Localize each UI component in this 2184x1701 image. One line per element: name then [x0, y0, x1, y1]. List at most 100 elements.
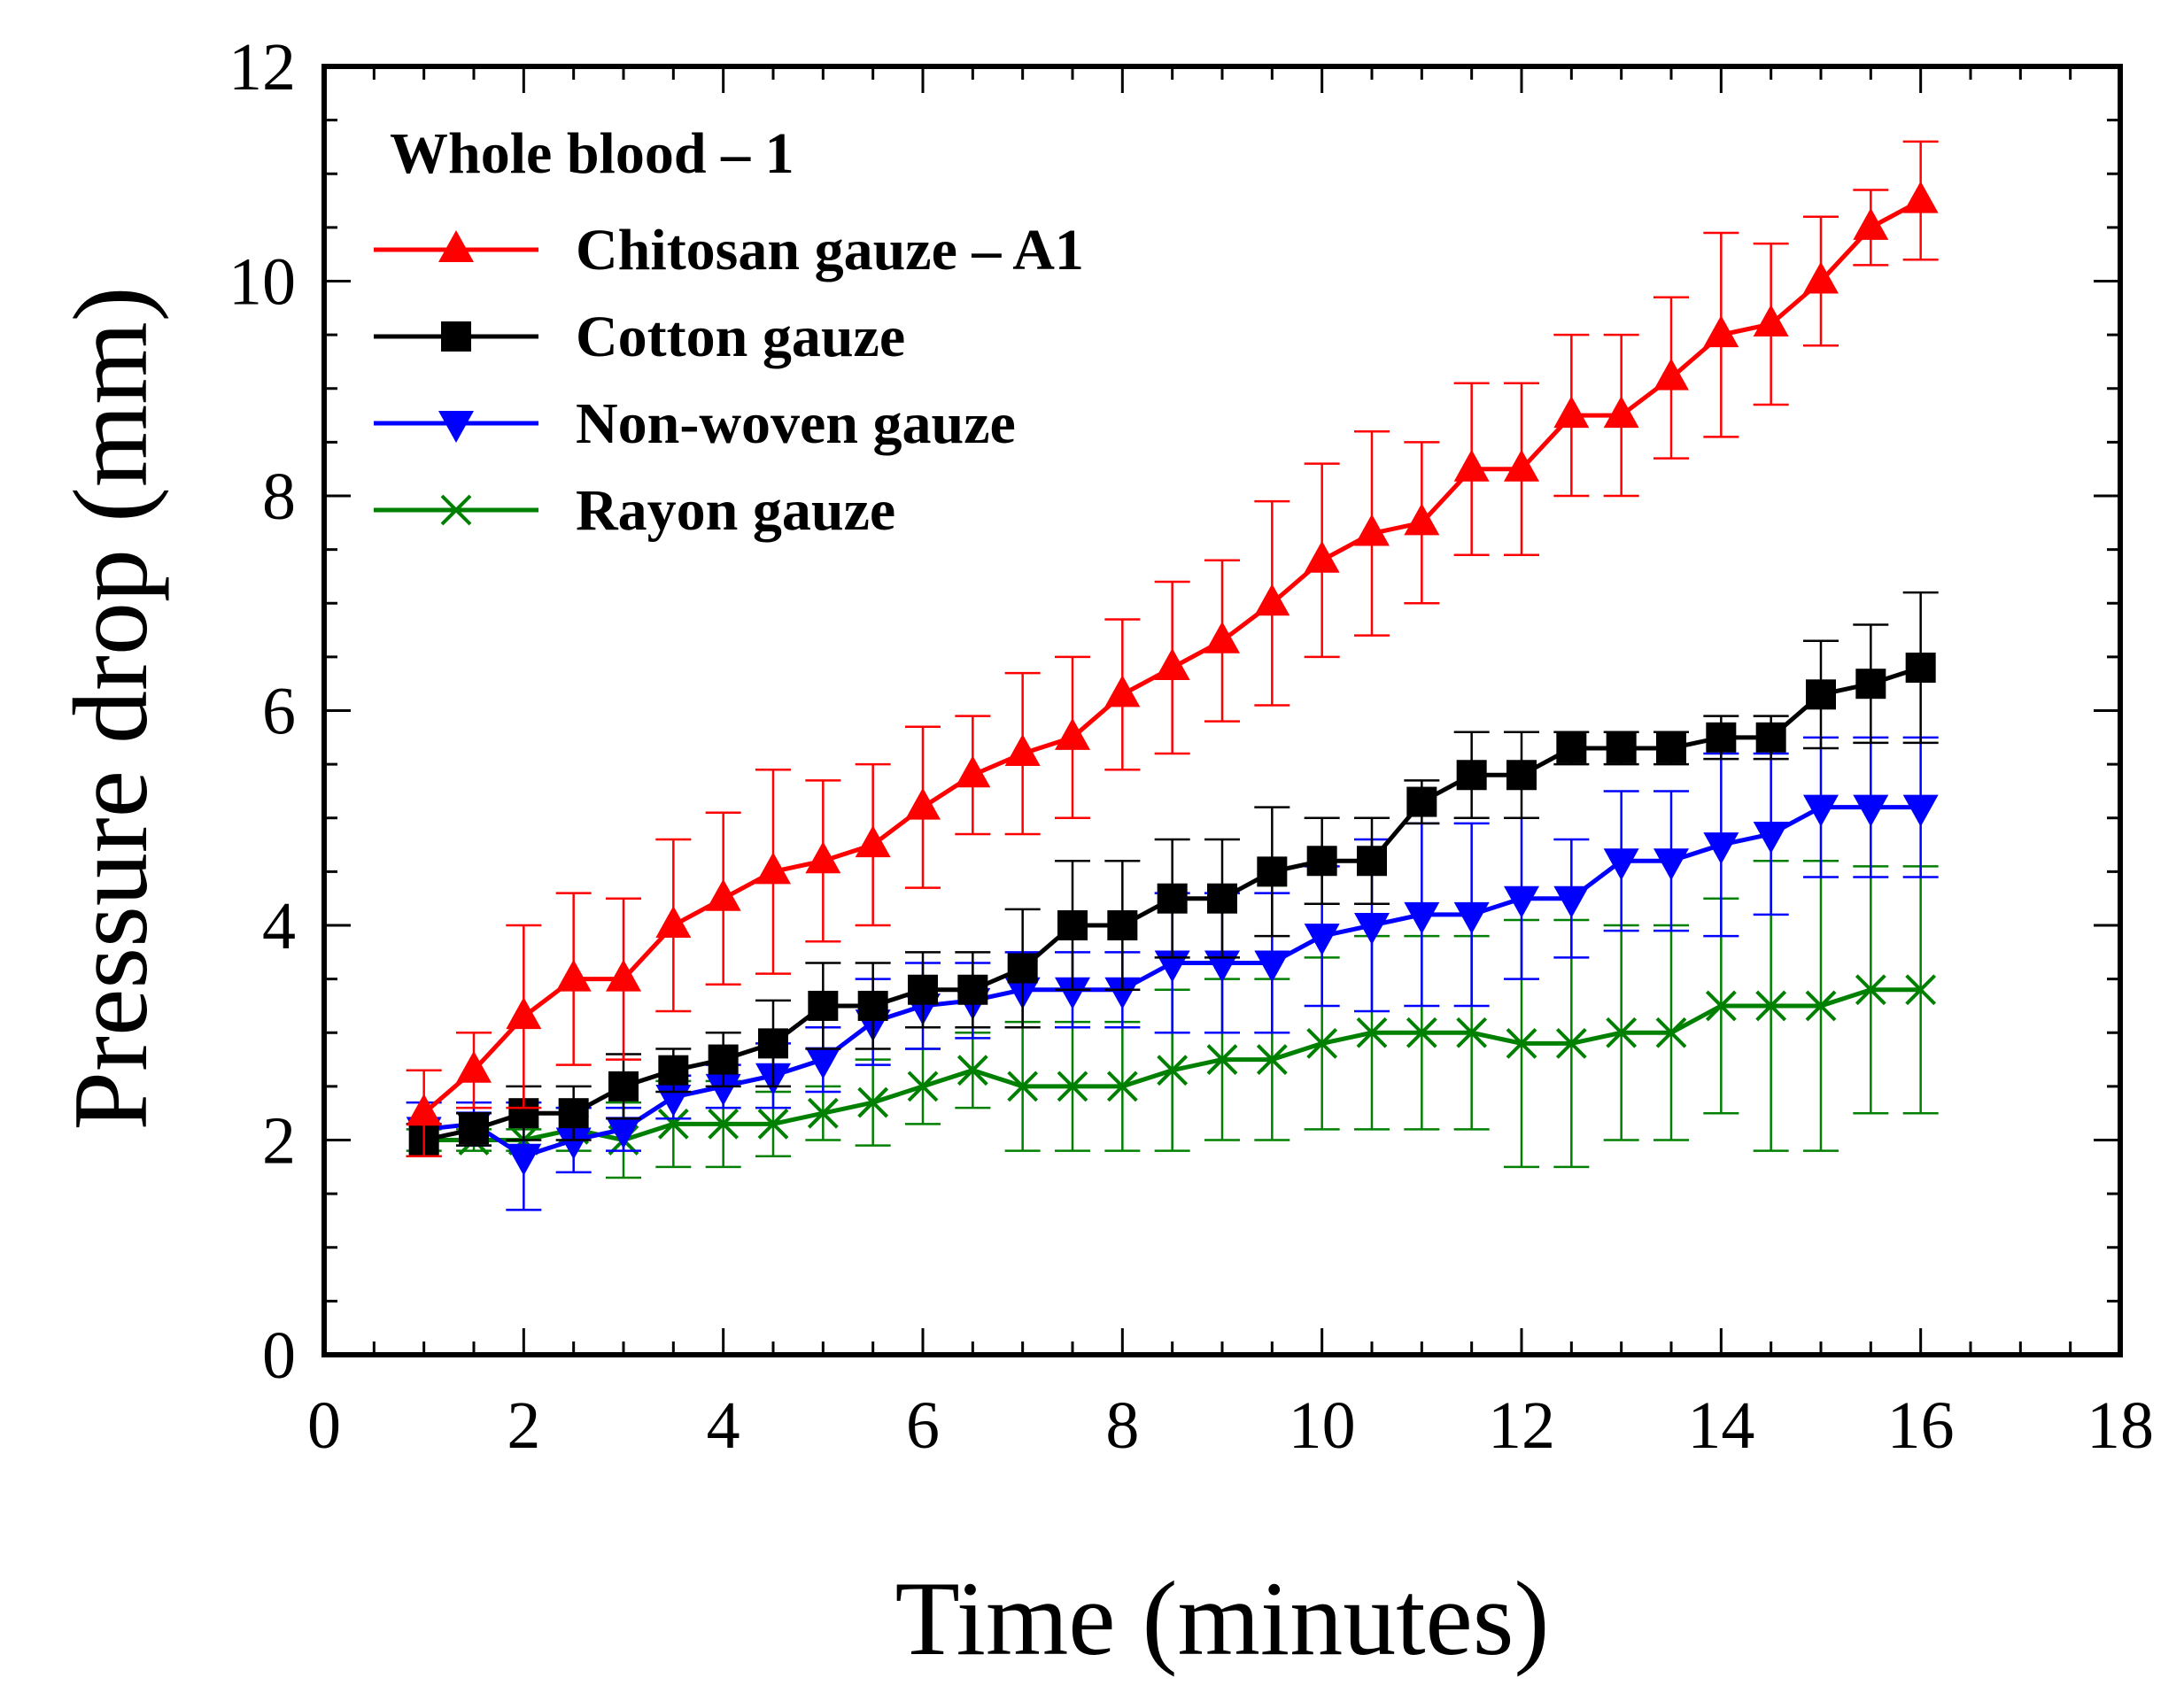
data-point	[1703, 832, 1739, 865]
data-point	[1157, 883, 1188, 914]
data-point	[606, 1117, 641, 1149]
data-point	[758, 1028, 788, 1059]
data-point	[1755, 990, 1787, 1022]
data-point	[606, 959, 641, 992]
data-point	[1206, 1044, 1238, 1075]
data-point	[1404, 503, 1440, 536]
data-point	[1456, 760, 1487, 791]
data-point	[1453, 449, 1490, 482]
data-point	[1806, 679, 1836, 710]
data-point	[857, 1086, 889, 1118]
y-tick-label: 12	[228, 30, 296, 104]
x-tick-label: 10	[1289, 1388, 1356, 1463]
data-point	[1553, 396, 1590, 429]
data-point	[406, 1094, 442, 1126]
x-tick-label: 2	[507, 1388, 540, 1463]
data-point	[857, 990, 888, 1021]
data-point	[1753, 821, 1789, 854]
legend-marker	[440, 494, 472, 526]
data-point	[1057, 910, 1088, 940]
data-point	[805, 841, 841, 874]
data-point	[1555, 1027, 1587, 1059]
legend-label: Cotton gauze	[576, 305, 905, 369]
data-point	[1855, 974, 1886, 1006]
data-point	[1404, 901, 1440, 934]
data-point	[757, 1108, 789, 1140]
data-point	[1057, 1071, 1088, 1102]
data-point	[1004, 734, 1041, 766]
legend-label: Chitosan gauze – A1	[576, 218, 1084, 282]
data-point	[1653, 848, 1689, 881]
data-point	[1356, 1017, 1388, 1048]
data-point	[558, 1098, 589, 1129]
data-point	[1204, 621, 1240, 653]
data-point	[1655, 1017, 1687, 1048]
legend-title: Whole blood – 1	[390, 121, 794, 186]
data-point	[1107, 910, 1138, 940]
data-point	[1256, 1044, 1288, 1075]
data-point	[1805, 990, 1837, 1022]
data-point	[1653, 358, 1689, 390]
x-tick-label: 18	[2087, 1388, 2154, 1463]
series-0	[406, 140, 1939, 1157]
data-point	[1456, 1017, 1488, 1048]
data-point	[1656, 732, 1686, 763]
data-point	[1055, 977, 1090, 1009]
series-1	[406, 591, 1939, 1157]
legend-label: Rayon gauze	[576, 478, 895, 543]
data-point	[807, 1097, 839, 1129]
y-tick-label: 8	[262, 460, 296, 534]
data-point	[1104, 675, 1141, 707]
data-point	[708, 1044, 739, 1075]
data-point	[705, 878, 741, 911]
legend-marker	[438, 230, 474, 262]
tick-labels: 0 2 4 6 8 10 12 14 16 18 0 2 4 6 8 10 12	[228, 30, 2154, 1463]
data-point	[1803, 261, 1839, 294]
x-tick-label: 6	[906, 1388, 940, 1463]
data-point	[1406, 1017, 1437, 1048]
x-tick-label: 16	[1887, 1388, 1955, 1463]
data-point	[1506, 760, 1537, 791]
data-point	[1905, 653, 1936, 683]
data-point	[1853, 794, 1889, 827]
data-point	[459, 1114, 489, 1145]
legend-label: Non-woven gauze	[576, 391, 1016, 456]
x-tick-label: 14	[1687, 1388, 1754, 1463]
data-point	[1304, 924, 1340, 956]
data-point	[1357, 846, 1387, 877]
data-point	[1106, 1071, 1138, 1102]
data-point	[1556, 732, 1587, 763]
data-point	[1902, 794, 1939, 827]
data-point	[1055, 717, 1090, 750]
series-layer	[406, 140, 1939, 1211]
x-tick-label: 4	[707, 1388, 740, 1463]
y-tick-label: 6	[262, 675, 296, 749]
data-point	[805, 1047, 841, 1079]
data-point	[506, 1143, 542, 1176]
data-point	[555, 1127, 592, 1160]
data-point	[1902, 181, 1939, 213]
data-point	[655, 906, 692, 938]
data-point	[905, 787, 941, 820]
data-point	[1304, 540, 1340, 573]
data-point	[1154, 648, 1190, 680]
data-point	[808, 990, 839, 1021]
data-point	[1753, 305, 1789, 336]
data-point	[1703, 315, 1739, 348]
data-point	[657, 1108, 689, 1140]
data-point	[1705, 990, 1737, 1022]
data-point	[1506, 1027, 1537, 1059]
data-point	[955, 755, 991, 788]
data-point	[956, 1055, 988, 1086]
y-axis-title: Pressure drop (mm)	[51, 286, 169, 1130]
data-point	[705, 1073, 741, 1106]
x-tick-label: 8	[1105, 1388, 1139, 1463]
y-tick-label: 0	[262, 1318, 296, 1393]
data-point	[855, 825, 891, 858]
data-point	[608, 1071, 639, 1102]
legend-marker	[438, 411, 474, 443]
data-point	[1354, 514, 1390, 546]
x-tick-label: 0	[307, 1388, 341, 1463]
data-point	[1504, 885, 1539, 918]
